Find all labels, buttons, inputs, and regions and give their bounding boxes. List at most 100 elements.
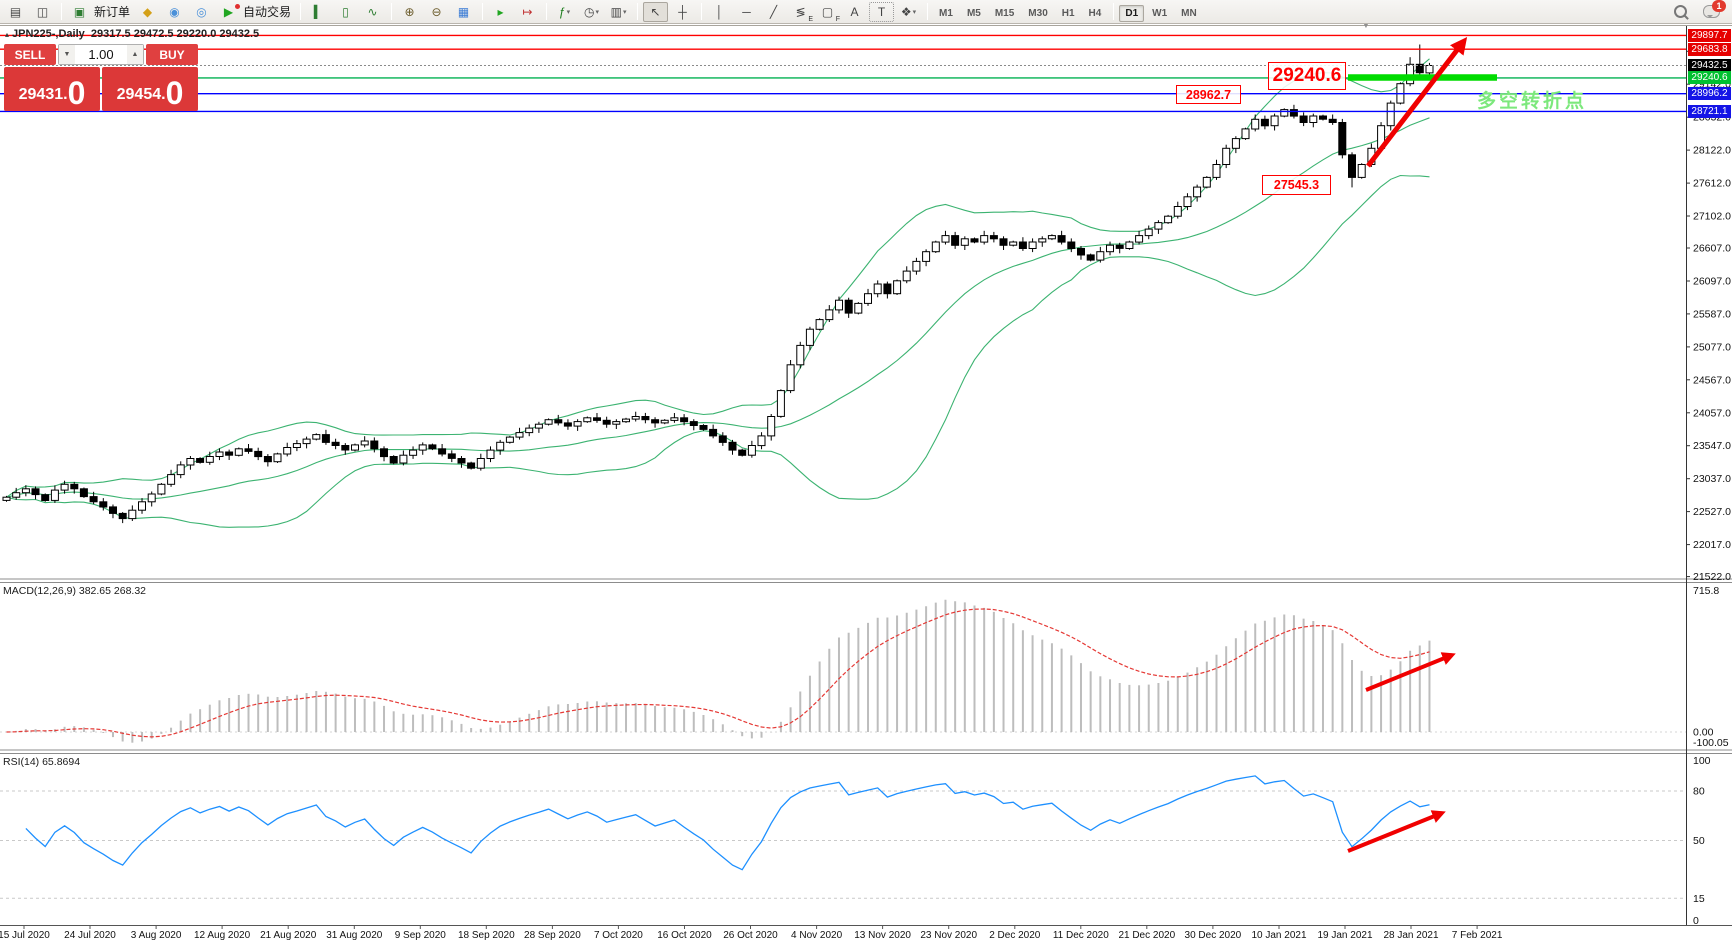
tile-windows-icon[interactable]: ▦: [457, 4, 470, 19]
sell-price-display[interactable]: 29431. 0: [4, 67, 100, 111]
buy-price-display[interactable]: 29454. 0: [102, 67, 198, 111]
chart-shift-icon[interactable]: ↦: [522, 4, 533, 19]
vertical-line-icon[interactable]: │: [715, 4, 724, 19]
timeframe-h1-button[interactable]: H1: [1061, 7, 1075, 19]
new-chart-icon[interactable]: ▤: [9, 4, 22, 19]
candle: [1309, 113, 1318, 128]
crosshair-icon[interactable]: ┼: [678, 4, 687, 19]
cursor-icon[interactable]: ↖: [643, 1, 669, 22]
trendline-icon[interactable]: ╱: [769, 4, 778, 19]
candle: [699, 424, 708, 431]
market-watch-icon[interactable]: ◉: [169, 4, 180, 19]
candle: [21, 485, 30, 497]
candle: [31, 486, 40, 500]
timeframe-m15-button[interactable]: M15: [994, 7, 1015, 19]
templates-icon[interactable]: ▥ ▾: [610, 4, 627, 19]
candle: [670, 413, 679, 423]
toolbar-icon-group: ▤ ◫ ▣ 新订单 ◆ ◉ ◎ ▶ 自动交易 ▍ ▯ ∿ ⊕ ⊖ ▦ ▸ ↦ ƒ ▾ ◷ ▾ ▥ ▾ ↖ ┼ │ ─ ╱ ≶ E ▢ F A T ❖…: [2, 1, 932, 23]
timeframe-d1-button[interactable]: D1: [1119, 4, 1145, 22]
annotation-price-27545[interactable]: 27545.3: [1262, 175, 1331, 195]
timeframe-group: M1 M5 M15 M30 H1 H4 D1 W1 MN: [932, 2, 1204, 22]
svg-text:23037.0: 23037.0: [1693, 473, 1731, 485]
new-order-icon[interactable]: ▣: [73, 4, 86, 19]
price-level-chip-29240.6: 29240.6: [1688, 71, 1731, 85]
profiles-icon[interactable]: ◫: [36, 4, 49, 19]
candle: [1241, 127, 1250, 140]
svg-text:23547.0: 23547.0: [1693, 440, 1731, 452]
arrows-tool-icon[interactable]: ❖ ▾: [900, 4, 917, 19]
candle: [292, 440, 301, 452]
candle: [12, 487, 21, 500]
candle: [467, 461, 476, 470]
autotrading-label[interactable]: 自动交易: [243, 4, 292, 19]
periods-icon[interactable]: ◷ ▾: [584, 4, 600, 19]
volume-up-button[interactable]: ▲: [127, 45, 143, 64]
zoom-in-icon[interactable]: ⊕: [404, 4, 415, 19]
svg-text:3 Aug 2020: 3 Aug 2020: [131, 930, 182, 940]
timeframe-m30-button[interactable]: M30: [1028, 7, 1048, 19]
line-chart-icon[interactable]: ∿: [367, 4, 378, 19]
candlestick-chart-icon[interactable]: ▯: [342, 4, 349, 19]
candle: [747, 440, 756, 458]
candle: [176, 461, 185, 479]
candle: [680, 414, 689, 426]
svg-text:9 Sep 2020: 9 Sep 2020: [395, 930, 447, 940]
horizontal-line-icon[interactable]: ─: [742, 4, 751, 19]
svg-text:715.8: 715.8: [1693, 585, 1719, 597]
candle: [1018, 237, 1027, 251]
zoom-out-icon[interactable]: ⊖: [431, 4, 442, 19]
timeframe-m5-button[interactable]: M5: [966, 7, 981, 19]
svg-text:-100.05: -100.05: [1693, 737, 1729, 749]
candle: [1193, 184, 1202, 202]
annotation-price-29240[interactable]: 29240.6: [1268, 62, 1346, 90]
candle: [893, 279, 902, 295]
signals-icon[interactable]: ◎: [196, 4, 207, 19]
sell-button[interactable]: SELL: [4, 44, 56, 65]
date-axis: 15 Jul 2020 24 Jul 2020 3 Aug 2020 12 Aug 2…: [0, 925, 1503, 940]
autotrading-icon[interactable]: ▶: [216, 2, 241, 22]
trend-arrows[interactable]: [1347, 36, 1468, 853]
annotation-price-28962[interactable]: 28962.7: [1176, 85, 1241, 104]
candle: [1144, 225, 1153, 240]
candle: [554, 414, 563, 426]
buy-button[interactable]: BUY: [146, 44, 198, 65]
annotation-turning-point-text[interactable]: 多空转折点: [1477, 91, 1588, 112]
candle: [563, 419, 572, 430]
volume-input[interactable]: 1.00: [88, 47, 114, 62]
timeframe-mn-button[interactable]: MN: [1181, 7, 1197, 19]
channel-icon[interactable]: ▢ F: [821, 4, 841, 23]
timeframe-h4-button[interactable]: H4: [1088, 7, 1102, 19]
indicators-icon[interactable]: ƒ ▾: [558, 4, 571, 19]
volume-down-button[interactable]: ▼: [59, 45, 75, 64]
candle: [225, 449, 234, 460]
candle: [283, 442, 292, 457]
search-icon[interactable]: [1674, 5, 1687, 18]
candle: [660, 419, 669, 425]
text-icon[interactable]: A: [850, 4, 859, 19]
chat-icon[interactable]: 1: [1703, 0, 1726, 18]
toolbar-separator: [637, 2, 639, 20]
horizontal-level-lines: [0, 34, 1686, 113]
sell-price-pips: 0: [67, 75, 86, 111]
candle: [70, 481, 79, 494]
candle: [263, 454, 272, 467]
fibonacci-icon[interactable]: ≶ E: [795, 4, 814, 23]
favorites-icon[interactable]: ◆: [142, 4, 153, 19]
chart-shift-marker-icon: ▼: [1362, 21, 1370, 30]
candle: [960, 236, 969, 250]
candle: [476, 453, 485, 471]
candle: [1106, 241, 1114, 256]
candle: [109, 504, 117, 519]
price-level-chip-28996.2: 28996.2: [1688, 87, 1731, 101]
timeframe-m1-button[interactable]: M1: [939, 7, 953, 19]
candle: [496, 439, 505, 455]
bar-chart-icon[interactable]: ▍: [313, 4, 324, 19]
new-order-label[interactable]: 新订单: [94, 4, 131, 19]
candle: [922, 249, 931, 267]
auto-scroll-icon[interactable]: ▸: [497, 4, 504, 19]
text-label-icon[interactable]: T: [869, 1, 895, 22]
timeframe-w1-button[interactable]: W1: [1152, 7, 1168, 19]
candle: [999, 236, 1008, 250]
svg-text:10 Jan 2021: 10 Jan 2021: [1251, 930, 1306, 940]
